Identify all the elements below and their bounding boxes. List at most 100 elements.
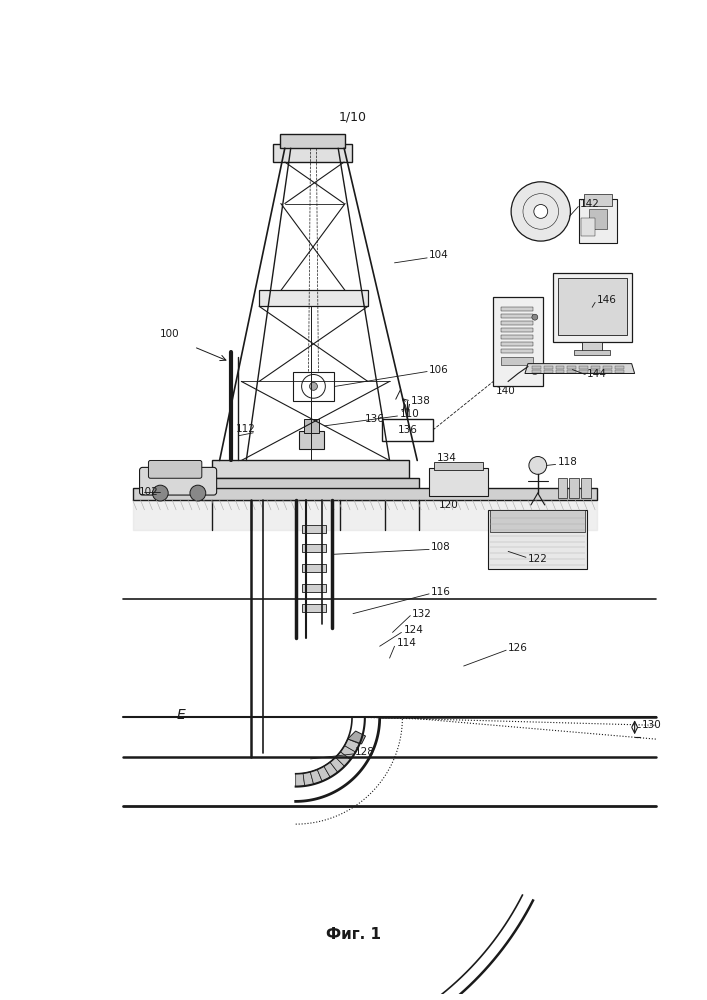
Bar — [298, 431, 325, 449]
Bar — [581, 218, 595, 236]
Bar — [434, 462, 484, 470]
Text: Фиг. 1: Фиг. 1 — [325, 927, 380, 942]
Text: 126: 126 — [508, 643, 528, 653]
Bar — [579, 366, 588, 369]
Bar — [501, 328, 533, 332]
Bar — [302, 584, 327, 592]
Text: 132: 132 — [412, 609, 432, 619]
Text: 140: 140 — [496, 386, 516, 396]
Text: 142: 142 — [580, 199, 600, 209]
Bar — [501, 307, 533, 311]
Text: 120: 120 — [439, 500, 459, 510]
Bar — [429, 468, 489, 496]
FancyBboxPatch shape — [148, 460, 201, 478]
FancyBboxPatch shape — [489, 510, 588, 569]
Polygon shape — [303, 772, 314, 786]
Text: 138: 138 — [411, 396, 431, 406]
Text: 146: 146 — [597, 295, 617, 305]
Bar — [302, 544, 327, 552]
Bar — [211, 460, 409, 478]
Polygon shape — [344, 739, 360, 752]
Bar — [589, 209, 607, 229]
Bar — [544, 370, 553, 373]
Text: 116: 116 — [431, 587, 451, 597]
Bar — [382, 419, 433, 441]
Bar — [303, 419, 320, 433]
Bar — [553, 273, 631, 342]
Bar — [532, 370, 541, 373]
Polygon shape — [336, 752, 351, 766]
Text: 106: 106 — [429, 365, 449, 375]
Bar — [603, 370, 612, 373]
Bar — [556, 370, 564, 373]
Bar — [133, 488, 597, 500]
Bar — [568, 366, 576, 369]
Bar — [302, 604, 327, 612]
Text: 128: 128 — [355, 747, 375, 757]
Text: 100: 100 — [160, 329, 180, 339]
Polygon shape — [324, 762, 338, 777]
Bar — [273, 144, 352, 162]
Bar — [491, 510, 585, 532]
Polygon shape — [317, 766, 330, 781]
Polygon shape — [296, 773, 305, 787]
Bar — [584, 194, 612, 206]
Bar — [544, 366, 553, 369]
Bar — [579, 199, 617, 243]
Text: 134: 134 — [437, 453, 457, 463]
Circle shape — [532, 314, 538, 320]
Bar — [532, 366, 541, 369]
Bar — [568, 370, 576, 373]
Circle shape — [310, 382, 317, 390]
Text: 112: 112 — [235, 424, 255, 434]
Bar — [581, 478, 591, 498]
Text: 108: 108 — [431, 542, 451, 552]
Text: E: E — [177, 708, 186, 722]
Bar — [501, 335, 533, 339]
Text: 114: 114 — [397, 638, 416, 648]
Text: 1/10: 1/10 — [339, 110, 367, 123]
Bar — [558, 278, 626, 335]
Circle shape — [190, 485, 206, 501]
Circle shape — [534, 205, 548, 218]
Bar — [501, 357, 533, 365]
Bar — [501, 314, 533, 318]
Bar — [501, 321, 533, 325]
Text: 136: 136 — [365, 414, 385, 424]
Bar — [302, 525, 327, 533]
Bar — [603, 366, 612, 369]
Bar — [293, 372, 334, 401]
Bar — [501, 349, 533, 353]
Text: 122: 122 — [528, 554, 548, 564]
Bar — [280, 134, 345, 148]
Text: 102: 102 — [139, 487, 158, 497]
Bar — [501, 342, 533, 346]
Bar — [615, 370, 624, 373]
Bar — [569, 478, 579, 498]
Circle shape — [153, 485, 168, 501]
Polygon shape — [340, 746, 356, 760]
Text: 130: 130 — [641, 720, 661, 730]
Polygon shape — [348, 731, 366, 744]
Text: 110: 110 — [399, 409, 419, 419]
Polygon shape — [330, 757, 344, 772]
Text: N: N — [402, 404, 410, 414]
Circle shape — [529, 457, 547, 474]
Bar — [591, 370, 600, 373]
Bar — [302, 564, 327, 572]
Bar — [493, 297, 543, 386]
Circle shape — [531, 367, 539, 374]
Polygon shape — [525, 364, 635, 374]
FancyBboxPatch shape — [139, 467, 216, 495]
Text: 124: 124 — [404, 625, 423, 635]
Polygon shape — [310, 769, 322, 784]
Bar — [615, 366, 624, 369]
Text: /: / — [395, 388, 399, 401]
Bar — [556, 366, 564, 369]
Bar — [558, 478, 568, 498]
Text: 136: 136 — [397, 425, 417, 435]
Circle shape — [302, 374, 325, 398]
Bar — [259, 290, 368, 306]
Text: 104: 104 — [429, 250, 449, 260]
Bar — [579, 370, 588, 373]
